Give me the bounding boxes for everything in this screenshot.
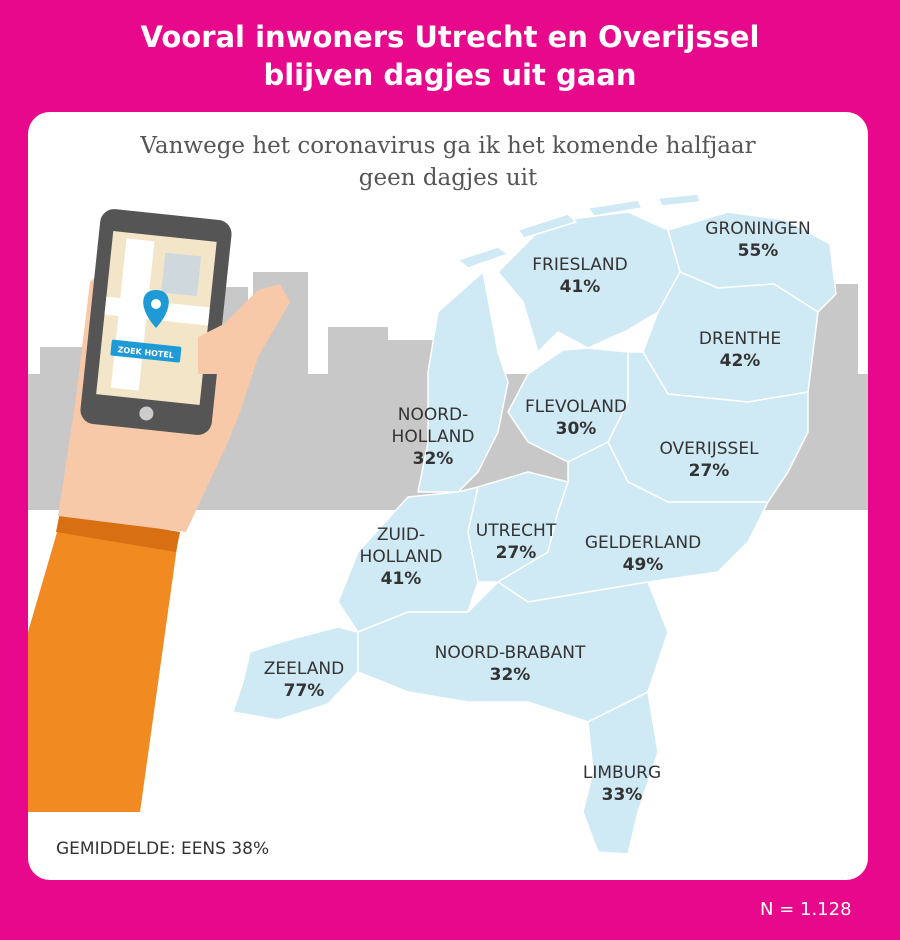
cuff [56,512,180,552]
region-value: 27% [688,461,730,481]
zoek-hotel-button-bg [110,339,182,363]
region-value: 32% [489,665,531,685]
chart-subtitle: Vanwege het coronavirus ga ik het komend… [28,130,868,194]
label-drenthe: DRENTHE 42% [670,328,810,372]
region-value: 42% [719,351,761,371]
map-region-zeeland [232,626,359,721]
region-name-2: HOLLAND [391,427,475,447]
region-value: 33% [601,785,643,805]
label-noord-holland: NOORD- HOLLAND 32% [368,404,498,470]
region-name: ZUID- [376,525,426,545]
sleeve [28,522,178,812]
region-name: LIMBURG [582,763,662,783]
region-name: DRENTHE [698,329,782,349]
label-zuid-holland: ZUID- HOLLAND 41% [336,524,466,590]
region-value: 55% [737,241,779,261]
region-name: OVERIJSSEL [659,439,759,459]
map-scene: ZOEK HOTEL [28,193,868,855]
region-value: 32% [412,449,454,469]
average-note: GEMIDDELDE: EENS 38% [56,839,270,859]
region-name: GELDERLAND [584,533,702,553]
region-value: 77% [283,681,325,701]
label-utrecht: UTRECHT 27% [456,520,576,564]
map-region-limburg [582,691,659,855]
region-value: 41% [559,277,601,297]
label-groningen: GRONINGEN 55% [688,218,828,262]
region-name: ZEELAND [263,659,345,679]
map-region-noord-brabant [357,581,669,723]
label-overijssel: OVERIJSSEL 27% [634,438,784,482]
map-region-noord-holland [417,271,509,493]
sample-size: N = 1.128 [760,899,852,920]
label-flevoland: FLEVOLAND 30% [506,396,646,440]
region-value: 49% [622,555,664,575]
map-region-friesland [497,211,681,353]
region-name: NOORD-BRABANT [434,643,586,663]
hand-holding-phone: ZOEK HOTEL [28,209,290,812]
hand-thumb [198,312,268,374]
title-line-1: Vooral inwoners Utrecht en Overijssel [140,20,760,54]
netherlands-map [232,193,837,855]
subtitle-line-2: geen dagjes uit [358,165,538,191]
region-name: UTRECHT [475,521,557,541]
region-value: 27% [495,543,537,563]
infographic-title: Vooral inwoners Utrecht en Overijssel bl… [0,18,900,94]
map-card: ZOEK HOTEL Vanwege het coronavirus ga ik… [28,112,868,880]
region-name: GRONINGEN [705,219,811,239]
label-friesland: FRIESLAND 41% [510,254,650,298]
region-name: NOORD- [397,405,469,425]
subtitle-line-1: Vanwege het coronavirus ga ik het komend… [140,133,756,159]
region-name-2: HOLLAND [359,547,443,567]
region-value: 30% [555,419,597,439]
label-zeeland: ZEELAND 77% [244,658,364,702]
label-noord-brabant: NOORD-BRABANT 32% [410,642,610,686]
region-value: 41% [380,569,422,589]
title-line-2: blijven dagjes uit gaan [263,58,637,92]
region-name: FRIESLAND [532,255,628,275]
map-wadden-islands [457,193,701,269]
label-gelderland: GELDERLAND 49% [568,532,718,576]
label-limburg: LIMBURG 33% [562,762,682,806]
region-name: FLEVOLAND [525,397,627,417]
